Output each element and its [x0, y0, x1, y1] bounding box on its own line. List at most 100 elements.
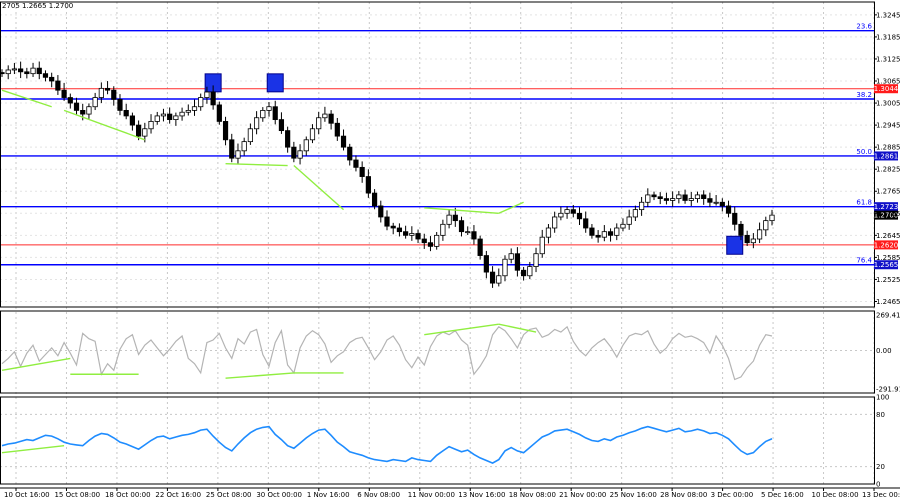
candle-body — [5, 69, 11, 75]
candle-body — [216, 104, 222, 122]
time-tick-label: 10 Oct 16:00 — [4, 491, 50, 499]
fib-level-label: 61.8 — [856, 199, 872, 207]
cci-tick-label: -291.9116 — [876, 386, 900, 394]
candle-body — [701, 194, 707, 199]
price-tick-label: 1.2705 — [876, 210, 900, 218]
candle-body — [123, 110, 129, 117]
candle-body — [104, 87, 111, 91]
candle-body — [185, 110, 191, 113]
candle-body — [353, 159, 359, 168]
candle-body — [645, 194, 651, 203]
candle-body — [260, 110, 266, 119]
candle-body — [73, 102, 80, 111]
candle-body — [607, 231, 614, 236]
candle-body — [129, 115, 136, 126]
candle-body — [446, 214, 452, 225]
candle-body — [725, 205, 732, 214]
candle-body — [36, 67, 42, 75]
time-tick-label: 22 Oct 16:00 — [155, 491, 201, 499]
fib-level-label: 23.6 — [856, 23, 872, 31]
time-tick-label: 1 Nov 16:00 — [307, 491, 350, 499]
price-badge-label: 1.2565 — [874, 261, 899, 269]
candle-body — [67, 97, 73, 104]
cci-tick-label: 269.4111 — [876, 312, 900, 320]
candle-body — [291, 146, 297, 159]
candle-body — [235, 150, 241, 159]
time-tick-label: 25 Oct 08:00 — [206, 491, 252, 499]
candle-body — [564, 209, 570, 214]
candle-body — [508, 253, 514, 260]
candle-body — [583, 218, 589, 229]
candle-body — [440, 223, 446, 236]
time-tick-label: 18 Nov 08:00 — [509, 491, 556, 499]
candle-body — [191, 106, 198, 111]
candle-body — [322, 113, 328, 119]
price-badge — [874, 84, 898, 94]
candle-body — [533, 253, 539, 267]
candle-body — [657, 196, 663, 199]
candle-body — [173, 115, 179, 120]
fib-level-label: 50.0 — [856, 148, 872, 156]
time-tick-label: 11 Nov 00:00 — [408, 491, 455, 499]
candle-body — [210, 91, 216, 106]
candle-body — [465, 231, 471, 234]
cci-divergence-line — [424, 323, 499, 336]
current-price-badge — [874, 210, 898, 220]
price-divergence-line — [293, 165, 344, 211]
candle-body — [670, 198, 676, 201]
price-tick-label: 1.2465 — [876, 298, 900, 306]
candle-body — [694, 194, 701, 199]
cci-divergence-line — [1, 357, 71, 371]
price-tick-label: 1.2765 — [876, 188, 900, 196]
price-badge — [874, 260, 898, 270]
candle-body — [378, 205, 384, 218]
candle-body — [179, 111, 185, 117]
candle-body — [434, 234, 440, 247]
price-tick-label: 1.3065 — [876, 78, 900, 86]
candle-body — [86, 106, 92, 115]
price-badge-label: 1.3044 — [874, 85, 899, 93]
price-tick-label: 1.2645 — [876, 232, 900, 240]
cci-tick-label: 0.00 — [876, 347, 892, 355]
candle-body — [489, 271, 496, 284]
signal-boxes — [204, 73, 744, 255]
candle-body — [334, 122, 340, 137]
candle-body — [198, 97, 204, 108]
candle-body — [682, 194, 688, 201]
candle-body — [595, 234, 601, 238]
candle-body — [483, 255, 489, 273]
candle-body — [11, 68, 18, 71]
candle-body — [160, 113, 167, 117]
signal-box — [266, 73, 284, 93]
candle-body — [390, 225, 396, 229]
time-tick-label: 18 Oct 00:00 — [105, 491, 151, 499]
candle-body — [384, 216, 390, 227]
candle-body — [521, 269, 527, 277]
panel-frames — [0, 1, 900, 489]
rsi-tick-label: 20 — [876, 463, 885, 471]
price-candles — [0, 61, 775, 288]
candle-body — [576, 212, 583, 220]
candle-body — [651, 194, 657, 198]
candle-body — [552, 216, 558, 229]
candle-body — [61, 89, 67, 98]
price-divergence-line — [498, 201, 524, 214]
candle-body — [309, 128, 316, 141]
candle-body — [30, 67, 36, 75]
price-divergence-line — [63, 109, 146, 141]
candle-body — [111, 89, 117, 100]
panel-frame — [0, 310, 875, 394]
candle-body — [756, 229, 763, 240]
candle-body — [589, 227, 595, 236]
ohlc-readout: 2705 1.2665 1.2700 — [2, 2, 73, 10]
price-badge — [874, 240, 898, 250]
candle-body — [303, 139, 309, 152]
current-price-label: 1.2700 — [874, 212, 899, 220]
candle-body — [80, 110, 86, 115]
candle-body — [396, 227, 403, 233]
candle-body — [415, 233, 421, 240]
candle-body — [707, 198, 713, 203]
candle-body — [371, 192, 378, 207]
